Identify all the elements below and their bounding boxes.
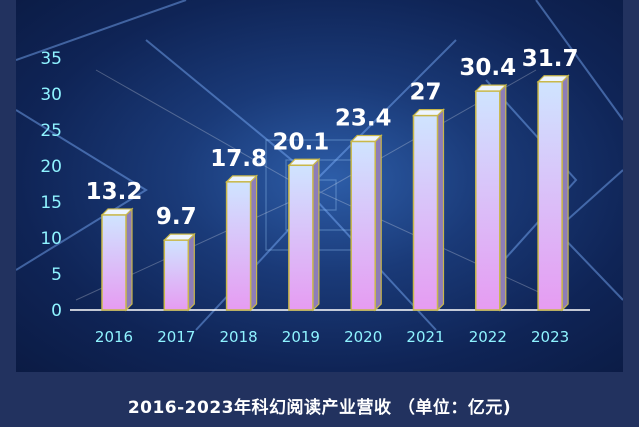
bar-front	[537, 81, 563, 311]
bar-top	[225, 175, 259, 183]
data-label: 23.4	[335, 106, 392, 132]
bar	[474, 83, 508, 312]
x-tick-label: 2017	[157, 328, 195, 346]
x-tick-label: 2021	[406, 328, 444, 346]
y-tick-label: 5	[51, 265, 62, 285]
bar-front	[412, 114, 439, 311]
bar-side	[499, 83, 507, 312]
bar-side	[561, 74, 569, 312]
bar-front	[163, 239, 190, 311]
bar-side	[374, 134, 382, 312]
chart-caption: 2016-2023年科幻阅读产业营收 （单位：亿元)	[127, 398, 512, 418]
bar-side	[436, 108, 445, 312]
y-tick-label: 15	[40, 193, 62, 213]
x-tick-label: 2020	[344, 328, 382, 346]
bar-side	[312, 157, 320, 312]
bar	[100, 207, 134, 312]
x-tick-label: 2016	[95, 328, 133, 346]
bar-top	[412, 108, 445, 117]
data-label: 9.7	[156, 204, 197, 230]
data-label: 13.2	[86, 179, 143, 205]
bar	[536, 74, 570, 312]
bar-front	[475, 90, 501, 311]
data-label: 20.1	[273, 129, 330, 155]
bar	[287, 157, 321, 312]
bar-top	[162, 233, 196, 241]
data-label: 17.8	[210, 146, 267, 172]
bar-front	[350, 140, 376, 311]
bar-top	[474, 84, 508, 92]
bar-side	[187, 232, 195, 312]
bar-chart: 0 5 10 15 20 25 30 35 2016 2017 2018 2019 2020 2021 2…	[40, 46, 590, 346]
y-tick-label: 35	[40, 49, 62, 69]
bar-top	[536, 75, 570, 83]
data-label: 31.7	[522, 46, 579, 72]
y-tick-label: 25	[40, 121, 62, 141]
bar-front	[225, 181, 252, 311]
x-tick-label: 2018	[220, 328, 258, 346]
bar	[162, 232, 196, 312]
bar-top	[349, 134, 383, 143]
y-tick-label: 10	[40, 229, 62, 249]
bar-front	[288, 164, 314, 311]
bar-top	[287, 158, 321, 166]
data-label: 27	[409, 80, 441, 106]
bar	[412, 108, 445, 312]
data-label: 30.4	[459, 55, 516, 81]
y-tick-label: 30	[40, 85, 62, 105]
bar-side	[125, 207, 133, 312]
x-tick-label: 2023	[531, 328, 569, 346]
y-tick-label: 0	[51, 301, 62, 321]
x-tick-label: 2019	[282, 328, 320, 346]
bar	[349, 134, 383, 312]
bar-side	[250, 174, 258, 312]
x-tick-label: 2022	[469, 328, 507, 346]
y-tick-label: 20	[40, 157, 62, 177]
bar-front	[101, 214, 127, 311]
bar-top	[100, 208, 134, 216]
bar	[225, 174, 259, 312]
